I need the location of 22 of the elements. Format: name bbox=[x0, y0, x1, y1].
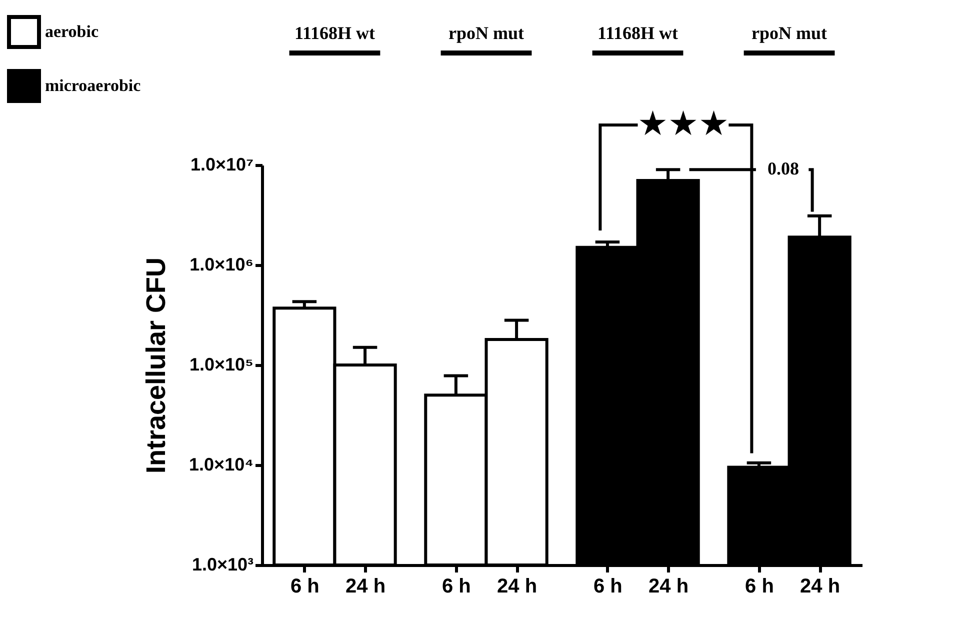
text: rpoN mut bbox=[752, 23, 828, 43]
annotation: 0.08 bbox=[767, 158, 799, 179]
legend-label: aerobic bbox=[45, 22, 99, 41]
text: 11168H wt bbox=[294, 23, 375, 43]
y-axis-title: Intracellular CFU bbox=[141, 257, 172, 474]
text: ★★★ bbox=[637, 104, 729, 144]
x-tick-label: 24 h bbox=[497, 576, 538, 598]
y-tick-label: 1.0×10⁴ bbox=[189, 454, 254, 474]
x-tick-label: 6 h bbox=[594, 576, 622, 598]
x-tick-label: 24 h bbox=[346, 576, 386, 598]
legend-label: microaerobic bbox=[45, 76, 142, 95]
y-tick-label: 1.0×10⁷ bbox=[190, 154, 254, 174]
text: rpoN mut bbox=[448, 23, 524, 43]
y-tick-label: 1.0×10⁵ bbox=[189, 354, 254, 374]
x-tick-label: 6 h bbox=[290, 576, 320, 598]
x-tick-label: 6 h bbox=[442, 576, 471, 598]
y-tick-label: 1.0×10³ bbox=[192, 554, 254, 574]
y-tick-label: 1.0×10⁶ bbox=[190, 254, 254, 274]
x-tick-label: 24 h bbox=[800, 576, 840, 598]
text: 11168H wt bbox=[598, 23, 678, 43]
x-tick-label: 6 h bbox=[745, 576, 774, 598]
x-tick-label: 24 h bbox=[648, 576, 689, 598]
